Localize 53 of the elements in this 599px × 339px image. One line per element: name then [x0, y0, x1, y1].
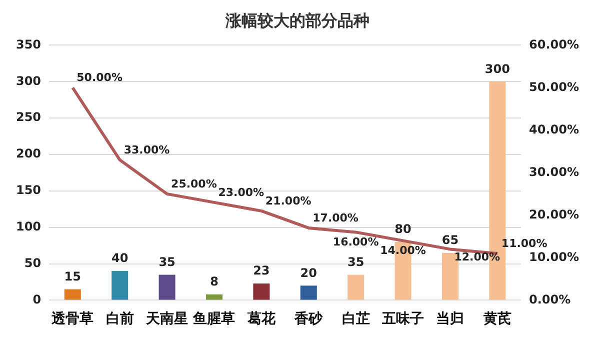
y-tick-label: 50: [24, 256, 42, 270]
data-label: 14.00%: [380, 244, 426, 258]
data-label: 300: [484, 62, 510, 76]
data-label: 11.00%: [501, 236, 548, 250]
y2-tick-label: 30.00%: [529, 164, 580, 179]
data-label: 8: [210, 274, 218, 288]
y-tick-label: 300: [16, 74, 42, 88]
x-tick-label: 白前: [106, 311, 134, 328]
y2-tick-label: 0.00%: [529, 292, 571, 306]
bar: [300, 286, 317, 300]
y2-tick-label: 40.00%: [529, 122, 580, 136]
y2-tick-label: 10.00%: [529, 250, 580, 264]
bar: [112, 271, 128, 300]
x-tick-label: 鱼腥草: [192, 311, 236, 328]
bar: [64, 289, 81, 300]
y-tick-label: 200: [16, 146, 42, 161]
y-tick-label: 0: [32, 292, 42, 306]
data-label: 17.00%: [312, 211, 358, 224]
x-tick-label: 黄芪: [482, 311, 512, 328]
x-tick-label: 葛花: [246, 311, 276, 328]
x-tick-label: 透骨草: [50, 311, 94, 328]
y-tick-label: 100: [16, 219, 42, 234]
data-label: 21.00%: [265, 194, 312, 208]
data-label: 12.00%: [454, 250, 500, 264]
x-tick-label: 香砂: [294, 311, 324, 328]
bar: [348, 274, 364, 300]
data-label: 65: [442, 232, 459, 247]
data-label: 80: [394, 222, 412, 236]
bar: [206, 294, 222, 300]
x-tick-label: 当归: [436, 311, 464, 328]
data-label: 15: [64, 269, 81, 284]
data-label: 40: [111, 251, 128, 266]
x-tick-label: 白芷: [342, 311, 370, 328]
y-tick-label: 350: [16, 37, 42, 52]
data-label: 35: [347, 254, 364, 269]
data-label: 23: [253, 264, 270, 278]
chart-title: 涨幅较大的部分品种: [224, 10, 370, 30]
data-label: 35: [158, 254, 176, 269]
x-tick-label: 天南星: [145, 311, 188, 328]
bar: [253, 283, 270, 300]
x-tick-label: 五味子: [381, 311, 424, 328]
y-tick-label: 250: [16, 110, 42, 124]
data-label: 16.00%: [332, 236, 379, 249]
y-tick-label: 150: [16, 183, 42, 198]
y2-tick-label: 50.00%: [529, 80, 580, 94]
data-label: 20: [300, 266, 317, 280]
y2-tick-label: 60.00%: [529, 37, 580, 52]
data-label: 25.00%: [171, 177, 217, 190]
data-label: 50.00%: [76, 71, 122, 84]
bar: [158, 274, 176, 300]
data-label: 33.00%: [124, 143, 170, 156]
data-label: 23.00%: [218, 186, 264, 199]
y2-tick-label: 20.00%: [529, 207, 580, 222]
